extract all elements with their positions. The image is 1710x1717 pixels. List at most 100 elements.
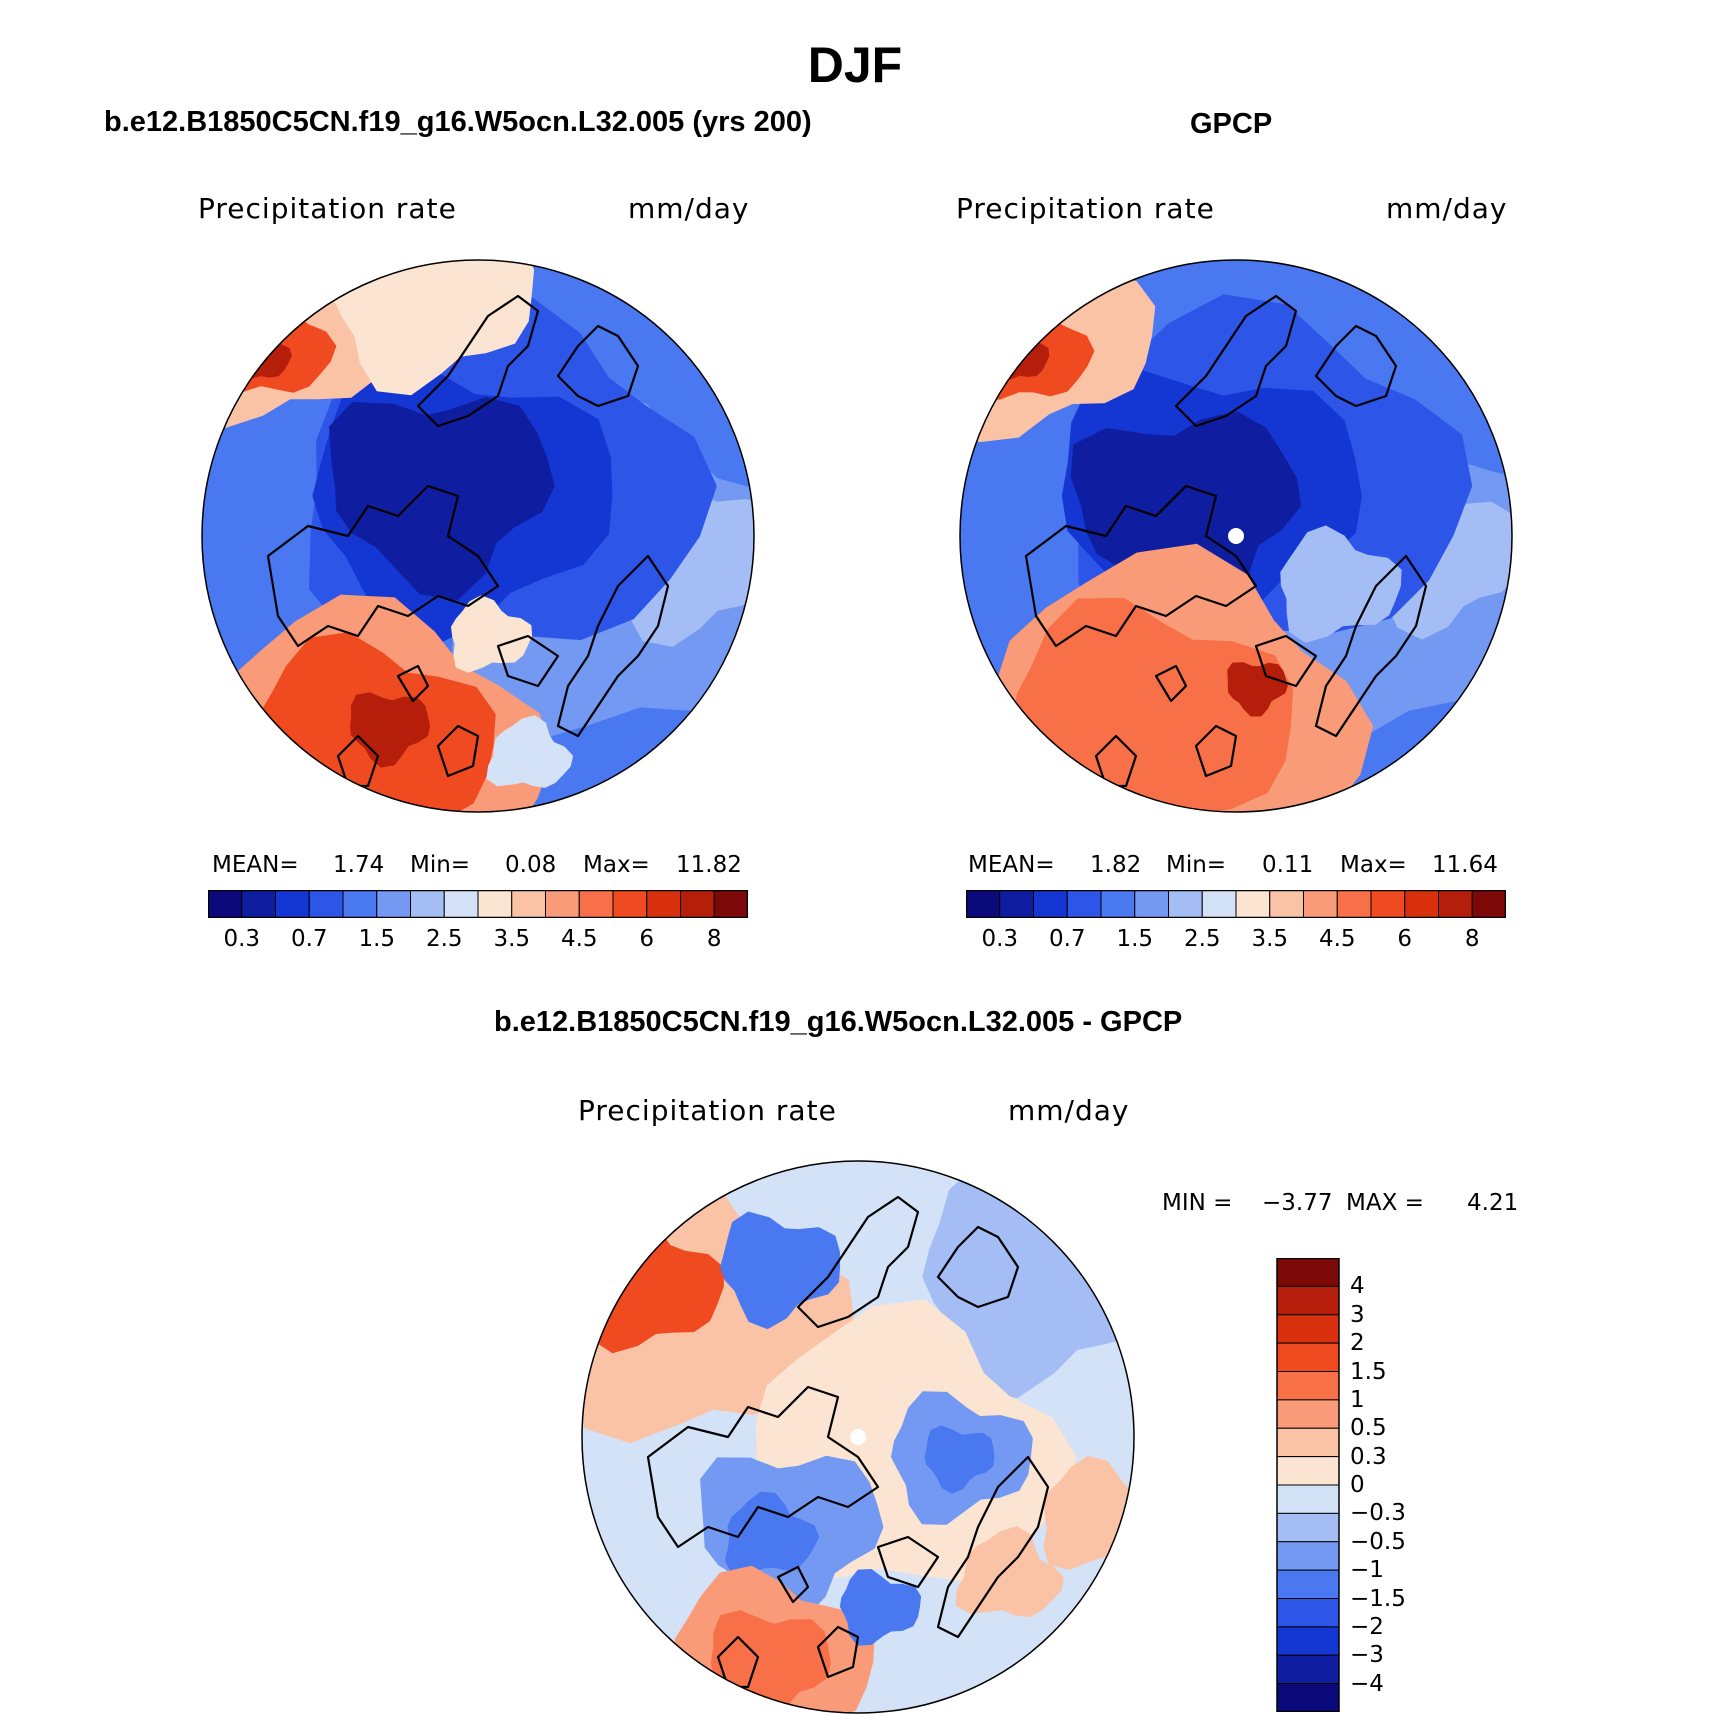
diff-colorbar-tick-label: 1.5 <box>1350 1358 1387 1385</box>
obs-colorbar-bin <box>1471 890 1506 918</box>
diff-colorbar-bin <box>1276 1285 1340 1316</box>
diff-panel-title: b.e12.B1850C5CN.f19_g16.W5ocn.L32.005 - … <box>494 1006 1183 1038</box>
diff-colorbar-tick-label: 1 <box>1350 1386 1365 1413</box>
diff-max-label: MAX = <box>1346 1190 1424 1216</box>
model-colorbar-tick-label: 0.7 <box>290 926 328 952</box>
model-coastline <box>556 324 640 408</box>
obs-colorbar-bin <box>1201 890 1237 918</box>
diff-precip-region <box>724 1491 820 1575</box>
obs-colorbar-tick-label: 8 <box>1464 926 1480 952</box>
diff-coastline <box>796 1195 920 1329</box>
model-colorbar-bin <box>241 890 276 918</box>
obs-colorbar <box>966 890 1506 918</box>
diff-colorbar-bin <box>1276 1371 1340 1401</box>
diff-variable-label: Precipitation rate <box>578 1094 837 1127</box>
main-title: DJF <box>807 37 903 93</box>
diff-colorbar-bin <box>1276 1258 1340 1287</box>
model-colorbar-bin <box>612 890 648 918</box>
diff-colorbar <box>1276 1258 1340 1712</box>
model-coastline <box>266 484 500 648</box>
obs-colorbar-ticks: 0.3 0.7 1.5 2.5 3.5 4.5 6 8 <box>966 926 1506 956</box>
model-colorbar-tick-label: 0.3 <box>223 926 261 952</box>
model-colorbar-bin <box>376 890 411 918</box>
obs-colorbar-bin <box>1134 890 1169 918</box>
diff-precip-region <box>839 1569 922 1646</box>
diff-colorbar-bin <box>1276 1314 1340 1344</box>
model-colorbar-tick-label: 1.5 <box>358 926 396 952</box>
model-mean-label: MEAN= <box>212 852 299 878</box>
diff-coastline <box>936 1225 1020 1309</box>
diff-colorbar-bin <box>1276 1598 1340 1628</box>
obs-min-value: 0.11 <box>1262 852 1314 878</box>
diff-colorbar-bin <box>1276 1569 1340 1599</box>
obs-colorbar-bin <box>1168 890 1203 918</box>
obs-colorbar-tick-label: 1.5 <box>1116 926 1154 952</box>
diff-colorbar-tick-label: 4 <box>1350 1273 1365 1300</box>
obs-colorbar-bin <box>1100 890 1136 918</box>
model-colorbar-bin <box>646 890 681 918</box>
obs-colorbar-bin <box>1066 890 1102 918</box>
model-colorbar-tick-label: 3.5 <box>493 926 531 952</box>
obs-colorbar-tick-label: 0.7 <box>1048 926 1086 952</box>
model-variable-label: Precipitation rate <box>198 192 457 225</box>
obs-colorbar-tick-label: 6 <box>1397 926 1413 952</box>
model-precip-map <box>201 259 755 813</box>
obs-units-label: mm/day <box>1386 192 1508 225</box>
diff-precip-region <box>924 1425 995 1494</box>
obs-max-value: 11.64 <box>1432 852 1498 878</box>
diff-colorbar-tick-label: 0.5 <box>1350 1415 1387 1442</box>
obs-colorbar-bin <box>1033 890 1068 918</box>
diff-colorbar-bin <box>1276 1683 1340 1712</box>
diff-colorbar-bin <box>1276 1541 1340 1571</box>
model-mean-value: 1.74 <box>333 852 385 878</box>
diff-coastline <box>816 1625 860 1679</box>
model-colorbar-bin <box>275 890 310 918</box>
model-colorbar-ticks: 0.3 0.7 1.5 2.5 3.5 4.5 6 8 <box>208 926 748 956</box>
diff-colorbar-tick-label: −3 <box>1350 1642 1384 1669</box>
model-min-value: 0.08 <box>505 852 557 878</box>
obs-colorbar-tick-label: 2.5 <box>1183 926 1221 952</box>
obs-pole-marker <box>1228 528 1244 544</box>
diff-units-label: mm/day <box>1008 1094 1130 1127</box>
obs-panel-title: GPCP <box>1190 108 1273 140</box>
diff-coastline <box>936 1455 1050 1639</box>
model-min-label: Min= <box>410 852 471 878</box>
model-colorbar-bin <box>511 890 546 918</box>
diff-colorbar-bin <box>1276 1654 1340 1685</box>
diff-colorbar-tick-label: −1 <box>1350 1557 1384 1584</box>
obs-coastline <box>1154 664 1188 703</box>
obs-colorbar-bin <box>1269 890 1304 918</box>
diff-coastline <box>876 1535 940 1589</box>
diff-colorbar-tick-label: 0.3 <box>1350 1443 1387 1470</box>
model-panel-title: b.e12.B1850C5CN.f19_g16.W5ocn.L32.005 (y… <box>104 106 812 138</box>
model-colorbar-bin <box>443 890 479 918</box>
obs-min-label: Min= <box>1166 852 1227 878</box>
model-max-value: 11.82 <box>676 852 742 878</box>
obs-precip-region <box>1280 525 1402 643</box>
obs-precip-map <box>959 259 1513 813</box>
diff-colorbar-tick-label: −2 <box>1350 1613 1384 1640</box>
diff-colorbar-bin <box>1276 1626 1340 1656</box>
obs-colorbar-bin <box>999 890 1034 918</box>
model-colorbar-tick-label: 2.5 <box>425 926 463 952</box>
model-coastline <box>496 634 560 688</box>
diff-min-value: −3.77 <box>1262 1190 1333 1216</box>
diff-colorbar-bin <box>1276 1512 1340 1543</box>
diff-colorbar-tick-label: −4 <box>1350 1670 1384 1697</box>
obs-colorbar-tick-label: 3.5 <box>1251 926 1289 952</box>
obs-variable-label: Precipitation rate <box>956 192 1215 225</box>
diff-precip-map <box>581 1160 1135 1714</box>
diff-colorbar-tick-label: 2 <box>1350 1330 1365 1357</box>
obs-max-label: Max= <box>1340 852 1407 878</box>
model-max-label: Max= <box>583 852 650 878</box>
obs-map-boundary <box>959 259 1513 813</box>
model-precip-region <box>486 715 574 788</box>
obs-colorbar-bin <box>1303 890 1338 918</box>
obs-colorbar-bin <box>1235 890 1271 918</box>
model-precip-region <box>331 260 535 396</box>
model-colorbar-bin <box>713 890 748 918</box>
model-colorbar-bin <box>680 890 715 918</box>
diff-colorbar-ticks: 4 3 2 1.5 1 0.5 0.3 0 −0.3 −0.5 −1 −1.5 −2 −3 −4 <box>1350 1258 1470 1712</box>
obs-mean-label: MEAN= <box>968 852 1055 878</box>
diff-colorbar-tick-label: 3 <box>1350 1301 1365 1328</box>
